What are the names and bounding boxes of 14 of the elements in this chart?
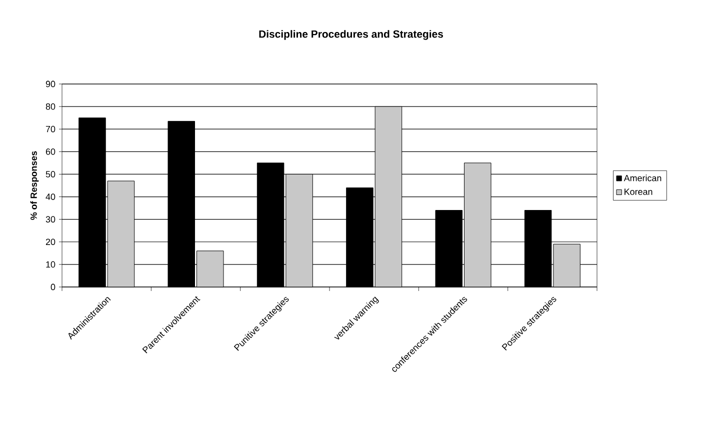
y-tick-label: 0 [50,284,56,290]
y-tick-label: 40 [46,194,56,200]
y-tick-label: 20 [46,238,56,246]
y-tick-label: 90 [46,80,56,88]
y-tick-label: 50 [46,171,56,178]
y-tick-label: 30 [46,216,56,222]
y-axis-title: % of Responses [30,151,39,220]
y-tick-label: 60 [46,148,56,155]
legend-label: Korean [624,188,652,195]
y-tick-label: 10 [46,261,56,268]
y-tick-label: 80 [46,103,56,110]
chart-title: Discipline Procedures and Strategies [259,30,444,40]
legend-label: American [624,174,662,182]
y-tick-label: 70 [46,126,56,132]
